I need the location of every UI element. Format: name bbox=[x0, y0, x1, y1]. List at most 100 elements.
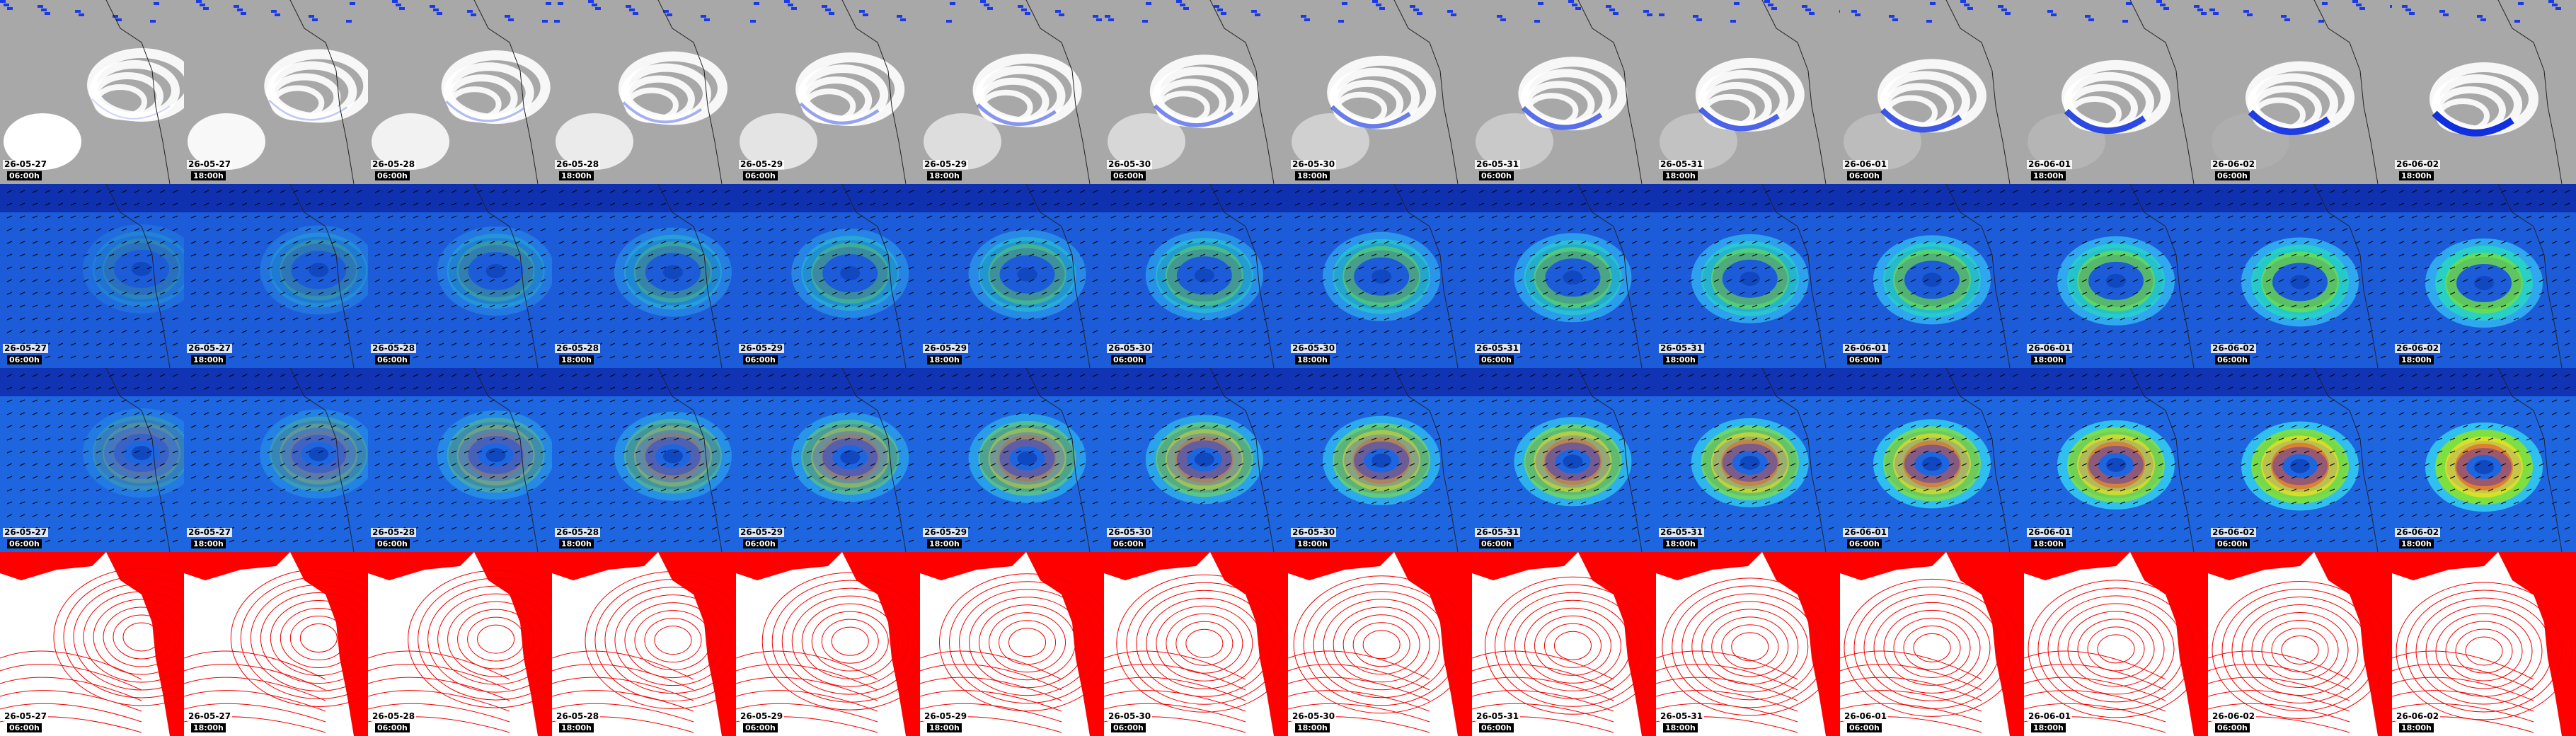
wind-arrow bbox=[241, 241, 248, 244]
wind-arrow bbox=[1688, 190, 1694, 193]
wind-arrow bbox=[1555, 317, 1561, 321]
wind-arrow bbox=[1923, 476, 1929, 479]
wind-arrow bbox=[1422, 539, 1428, 543]
wind-arrow bbox=[724, 437, 730, 441]
wind-arrow bbox=[1815, 266, 1822, 270]
wind-arrow bbox=[1846, 215, 1853, 219]
wind-arrow bbox=[1174, 437, 1180, 441]
wind-arrow bbox=[1384, 330, 1390, 333]
wind-arrow bbox=[318, 412, 324, 415]
wind-arrow bbox=[1238, 450, 1244, 454]
wind-arrow bbox=[1225, 292, 1231, 295]
isobar bbox=[614, 594, 732, 686]
map bbox=[552, 368, 736, 552]
wind-arrow bbox=[254, 279, 260, 282]
wind-arrow bbox=[476, 343, 483, 346]
wind-arrow bbox=[1149, 279, 1155, 282]
wind-arrow bbox=[1790, 539, 1796, 543]
wind-arrow bbox=[1580, 190, 1587, 193]
wind-arrow bbox=[1802, 412, 1809, 415]
wind-arrow bbox=[159, 527, 166, 530]
wind-arrow bbox=[832, 202, 838, 206]
wind-arrow bbox=[1003, 343, 1009, 346]
wind-arrow bbox=[1542, 374, 1548, 377]
wind-arrow bbox=[926, 399, 933, 403]
wind-arrow bbox=[1504, 202, 1510, 206]
wind-arrow bbox=[70, 202, 76, 206]
wind-arrow bbox=[1872, 304, 1878, 308]
wind-arrow bbox=[1777, 292, 1783, 295]
wind-arrow bbox=[1752, 425, 1758, 428]
cloud bbox=[188, 113, 265, 170]
wind-arrow bbox=[1961, 450, 1967, 454]
wind-arrow bbox=[1517, 399, 1523, 403]
wind-arrow bbox=[1460, 399, 1466, 403]
wind-arrow bbox=[793, 374, 800, 377]
wind-arrow bbox=[1644, 253, 1650, 257]
wind-arrow bbox=[965, 266, 971, 270]
coastline bbox=[841, 0, 907, 184]
wind-arrow bbox=[1542, 463, 1548, 466]
wind-arrow bbox=[609, 501, 616, 505]
wind-arrow bbox=[1409, 355, 1415, 359]
wind-arrow bbox=[1885, 241, 1891, 244]
wind-arrow bbox=[1618, 450, 1625, 454]
wind-arrow bbox=[464, 330, 470, 333]
wind-arrow bbox=[330, 450, 337, 454]
wind-arrow bbox=[806, 304, 812, 308]
wind-arrow bbox=[806, 425, 812, 428]
wind-arrow bbox=[1136, 253, 1142, 257]
wind-arrow bbox=[203, 514, 209, 517]
wind-arrow bbox=[1294, 292, 1301, 295]
wind-arrow bbox=[832, 266, 838, 270]
wind-arrow bbox=[1212, 343, 1219, 346]
wind-arrow bbox=[318, 527, 324, 530]
wind-arrow bbox=[1999, 317, 2006, 321]
wind-arrow bbox=[609, 488, 616, 492]
wind-arrow bbox=[1529, 399, 1536, 403]
map-cell: 26-05-27 06:00h bbox=[0, 552, 184, 736]
wind-arrow bbox=[70, 514, 76, 517]
wind-arrow bbox=[1187, 355, 1193, 359]
wind-arrow bbox=[1200, 501, 1206, 505]
wind-arrow bbox=[882, 450, 889, 454]
wind-arrow bbox=[1054, 253, 1060, 257]
wind-arrow bbox=[686, 253, 692, 257]
rain-speck bbox=[396, 4, 401, 6]
map-cell: 26-05-27 06:00h bbox=[0, 184, 184, 368]
wind-arrow bbox=[1846, 330, 1853, 333]
wind-arrow bbox=[1923, 292, 1929, 295]
wind-arrow bbox=[32, 476, 38, 479]
wind-arrow bbox=[413, 450, 419, 454]
wind-arrow bbox=[425, 266, 432, 270]
wind-arrow bbox=[241, 539, 248, 543]
wind-arrow bbox=[356, 425, 362, 428]
wind-arrow bbox=[1752, 228, 1758, 231]
wind-arrow bbox=[318, 343, 324, 346]
rain-speck bbox=[309, 15, 314, 18]
wind-arrow bbox=[1517, 241, 1523, 244]
wind-arrow bbox=[159, 202, 166, 206]
wind-arrow bbox=[1688, 501, 1694, 505]
wind-arrow bbox=[1606, 228, 1612, 231]
wind-arrow bbox=[2012, 253, 2018, 257]
north-band bbox=[736, 368, 920, 396]
wind-arrow bbox=[1110, 279, 1117, 282]
wind-arrow bbox=[660, 215, 667, 219]
wind-arrow bbox=[584, 317, 590, 321]
isobar bbox=[1293, 575, 1470, 714]
wind-arrow bbox=[1790, 317, 1796, 321]
wind-arrow bbox=[724, 463, 730, 466]
wind-arrow bbox=[1409, 488, 1415, 492]
wind-arrow bbox=[1815, 374, 1822, 377]
wind-arrow bbox=[356, 317, 362, 321]
wind-arrow bbox=[1815, 501, 1822, 505]
wind-arrow bbox=[1872, 412, 1878, 415]
wind-arrow bbox=[203, 292, 209, 295]
rain-speck bbox=[275, 13, 280, 16]
wind-arrow bbox=[609, 190, 616, 193]
wind-arrow bbox=[673, 527, 679, 530]
wind-arrow bbox=[1276, 317, 1282, 321]
wind-arrow bbox=[793, 279, 800, 282]
cloud bbox=[1108, 113, 1185, 170]
